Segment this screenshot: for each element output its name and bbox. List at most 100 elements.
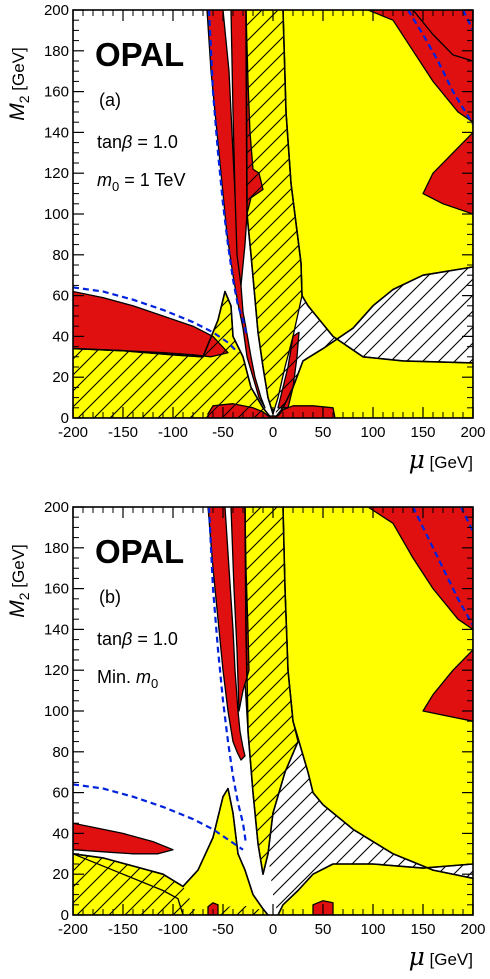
- x-tick-label: 200: [460, 921, 485, 938]
- annotation-text: = 1.0: [132, 132, 178, 152]
- panel-label: (a): [99, 90, 121, 110]
- region-red-right-inner: [422, 131, 473, 215]
- plot-area: [73, 10, 473, 418]
- annotation-0: tanβ = 1.0: [97, 132, 178, 152]
- contour-outline-center: [244, 507, 299, 876]
- x-tick-label: -150: [108, 424, 138, 441]
- region-red-right-top: [367, 507, 473, 631]
- y-tick-label: 120: [44, 165, 69, 182]
- x-axis-label: μ [GeV]: [409, 445, 473, 474]
- x-tick-label: 100: [360, 921, 385, 938]
- y-tick-label: 140: [44, 124, 69, 141]
- contour-outline-right-lower: [274, 266, 473, 418]
- y-tick-label: 0: [61, 410, 69, 427]
- y-tick-label: 180: [44, 540, 69, 557]
- annotation-text: tan: [97, 132, 122, 152]
- annotation-1: m0 = 1 TeV: [97, 170, 185, 194]
- limit-curve-dashed-left-top: [207, 507, 248, 844]
- x-tick-label: 150: [410, 921, 435, 938]
- region-red-left-band: [73, 822, 174, 855]
- x-axis-label: μ [GeV]: [409, 942, 473, 971]
- y-tick-label: 40: [52, 825, 69, 842]
- y-axis-subscript: 2: [16, 95, 32, 103]
- hatched-hatch-left: [73, 853, 198, 915]
- annotation-symbol: m: [97, 170, 112, 190]
- region-red-right-mid: [412, 10, 473, 62]
- x-tick-label: 50: [315, 921, 332, 938]
- x-tick-label: -200: [58, 424, 88, 441]
- region-red-right-mid: [422, 649, 473, 722]
- y-tick-label: 100: [44, 206, 69, 223]
- annotation-symbol: β: [121, 629, 132, 649]
- y-tick-label: 180: [44, 43, 69, 60]
- hatched-hatch-bottom: [213, 904, 270, 915]
- annotation-1: Min. m0: [97, 667, 158, 691]
- x-tick-label: -50: [212, 424, 234, 441]
- opal-logo: OPAL: [95, 36, 184, 73]
- x-tick-label: 0: [269, 921, 277, 938]
- annotation-text: = 1 TeV: [119, 170, 185, 190]
- annotation-subscript: 0: [112, 179, 119, 194]
- x-tick-label: -50: [212, 921, 234, 938]
- x-tick-label: -100: [158, 921, 188, 938]
- y-axis-label: M2 [GeV]: [6, 47, 32, 120]
- x-tick-label: 100: [360, 424, 385, 441]
- y-axis-label: M2 [GeV]: [6, 544, 32, 617]
- limit-curve-dashed-right: [412, 507, 473, 626]
- x-tick-label: -150: [108, 921, 138, 938]
- limit-curve-dashed-left-top: [207, 10, 249, 337]
- x-tick-label: 150: [410, 424, 435, 441]
- hatched-hatch-center: [246, 10, 302, 414]
- panel-label: (b): [99, 587, 121, 607]
- y-axis-unit: [GeV]: [9, 544, 28, 592]
- y-tick-label: 200: [44, 499, 69, 516]
- annotation-text: tan: [97, 629, 122, 649]
- x-axis-symbol: μ: [409, 445, 425, 474]
- region-red-left-vertical: [206, 10, 266, 409]
- x-axis-unit: [GeV]: [425, 453, 473, 472]
- limit-curve-dashed-left-arc: [73, 286, 239, 354]
- y-tick-label: 120: [44, 662, 69, 679]
- annotation-subscript: 0: [151, 676, 158, 691]
- x-tick-label: 50: [315, 424, 332, 441]
- y-tick-label: 160: [44, 581, 69, 598]
- y-tick-label: 100: [44, 703, 69, 720]
- region-red-bottom-left: [207, 902, 219, 915]
- contour-outline-left-yellow: [73, 290, 272, 418]
- contour-outline-right-yellow: [282, 10, 473, 364]
- x-axis-unit: [GeV]: [425, 950, 473, 969]
- contour-outline-right-lower: [277, 863, 473, 915]
- x-axis-symbol: μ: [409, 942, 425, 971]
- y-tick-label: 20: [52, 866, 69, 883]
- y-tick-label: 80: [52, 247, 69, 264]
- contour-outline-left-yellow: [73, 787, 269, 915]
- limit-curve-dashed-right: [407, 10, 473, 125]
- y-tick-label: 60: [52, 785, 69, 802]
- y-tick-label: 40: [52, 328, 69, 345]
- y-axis-symbol: M: [6, 600, 29, 618]
- contour-outline-center: [245, 10, 274, 415]
- y-tick-label: 80: [52, 744, 69, 761]
- contour-outline-right-yellow: [282, 507, 473, 880]
- annotation-symbol: β: [121, 132, 132, 152]
- x-tick-label: 0: [269, 424, 277, 441]
- chart-panel-a: -200 -150 -100 -50 0 50 100 150 2000204060801001…: [6, 2, 486, 474]
- x-tick-label: -200: [58, 921, 88, 938]
- opal-logo: OPAL: [95, 533, 184, 570]
- x-tick-label: 200: [460, 424, 485, 441]
- annotation-symbol: m: [136, 667, 151, 687]
- hatched-hatch-right: [275, 267, 473, 418]
- plot-area: [73, 507, 473, 915]
- annotation-text: Min.: [97, 667, 136, 687]
- y-axis-subscript: 2: [16, 592, 32, 600]
- y-tick-label: 0: [61, 907, 69, 924]
- x-tick-label: -100: [158, 424, 188, 441]
- annotation-0: tanβ = 1.0: [97, 629, 178, 649]
- y-tick-label: 140: [44, 621, 69, 638]
- y-tick-label: 60: [52, 288, 69, 305]
- region-red-left-band: [73, 290, 229, 358]
- y-axis-symbol: M: [6, 103, 29, 121]
- y-axis-unit: [GeV]: [9, 47, 28, 95]
- hatched-hatch-right: [268, 721, 473, 915]
